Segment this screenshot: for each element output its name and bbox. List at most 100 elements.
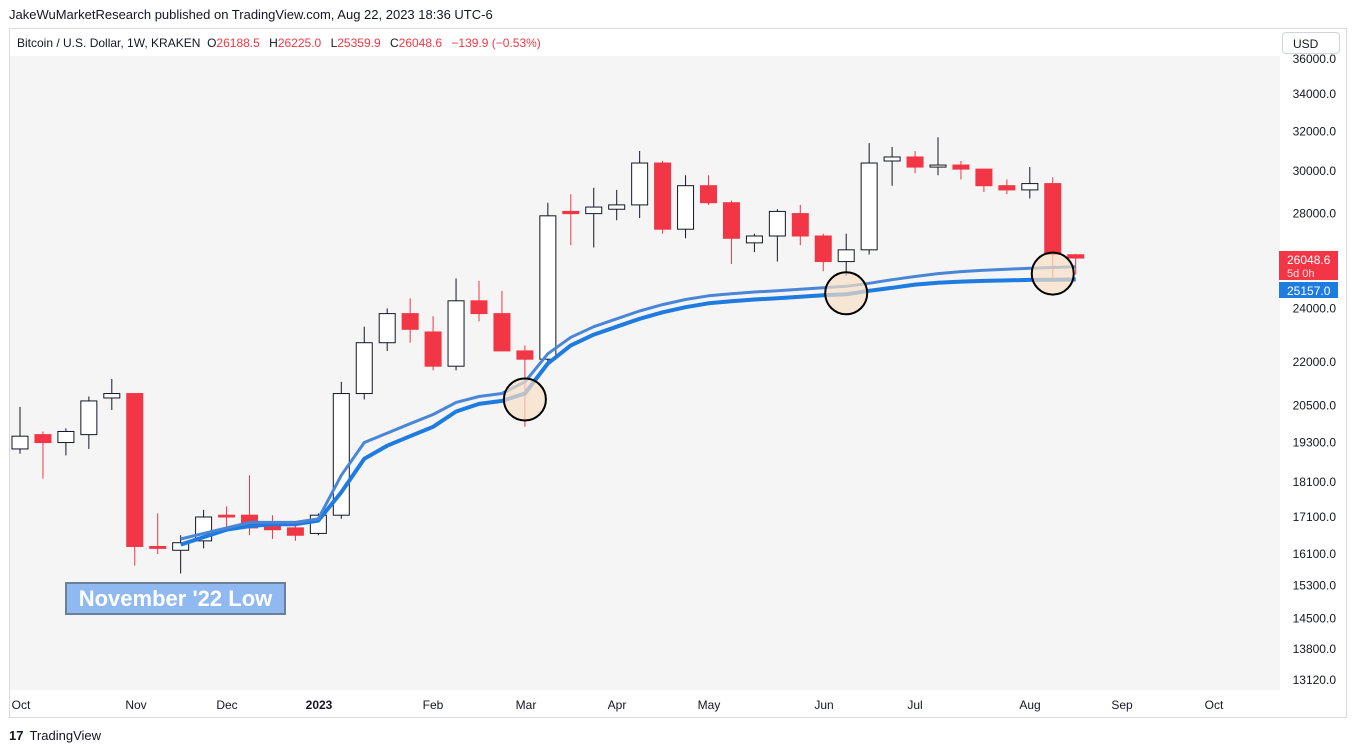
candle-body bbox=[791, 213, 809, 237]
y-tick-label: 17100.0 bbox=[1293, 510, 1337, 524]
change-value: −139.9 (−0.53%) bbox=[451, 36, 541, 50]
price-tags: 26048.6 5d 0h 25157.0 bbox=[1279, 251, 1338, 298]
x-tick-label: Apr bbox=[608, 698, 627, 712]
close-key: C bbox=[389, 36, 399, 50]
y-tick-label: 19300.0 bbox=[1293, 436, 1337, 450]
candle-body bbox=[883, 156, 901, 162]
y-tick-label: 14500.0 bbox=[1293, 611, 1337, 625]
candle-body bbox=[608, 204, 626, 210]
candle-body bbox=[286, 527, 304, 536]
y-tick-label: 13800.0 bbox=[1293, 642, 1337, 656]
candle-body bbox=[516, 350, 534, 360]
y-tick-label: 16100.0 bbox=[1293, 547, 1337, 561]
candle-body bbox=[218, 514, 236, 518]
candle-body bbox=[11, 435, 29, 450]
candle-body bbox=[149, 545, 167, 549]
y-tick-label: 22000.0 bbox=[1293, 355, 1337, 369]
x-axis: Oct Nov Dec 2023 Feb Mar Apr May Jun Jul Aug Sep Oct bbox=[12, 698, 1224, 712]
annotation-label: November '22 Low bbox=[65, 582, 286, 615]
candle-body bbox=[1021, 183, 1039, 191]
y-tick-label: 13120.0 bbox=[1293, 673, 1337, 687]
x-tick-label: Dec bbox=[216, 698, 237, 712]
candle-body bbox=[768, 210, 786, 237]
candle-body bbox=[998, 185, 1016, 191]
candle-body bbox=[929, 164, 947, 168]
open-value: 26188.5 bbox=[216, 36, 260, 50]
candle-body bbox=[700, 185, 717, 204]
low-value: 25359.9 bbox=[337, 36, 381, 50]
ma-price-tag bbox=[1279, 282, 1338, 298]
candle-body bbox=[103, 393, 121, 399]
highlight-circle bbox=[502, 377, 547, 422]
highlight-circle bbox=[1030, 251, 1075, 296]
candle-body bbox=[355, 342, 373, 395]
candle-body bbox=[952, 164, 970, 170]
candle-body bbox=[126, 393, 144, 547]
candle-body bbox=[34, 434, 52, 444]
highlight-circle bbox=[824, 271, 869, 316]
y-tick-label: 24000.0 bbox=[1293, 301, 1337, 315]
x-tick-label: Feb bbox=[423, 698, 444, 712]
candle-body bbox=[562, 210, 580, 215]
countdown-label: 5d 0h bbox=[1287, 268, 1315, 280]
high-key: H bbox=[269, 36, 278, 50]
publish-line: JakeWuMarketResearch published on Tradin… bbox=[9, 7, 493, 22]
candle-body bbox=[631, 162, 649, 206]
candles bbox=[11, 137, 1085, 574]
candle-body bbox=[677, 185, 695, 230]
symbol-title: Bitcoin / U.S. Dollar, 1W, KRAKEN bbox=[17, 36, 201, 50]
candle-body bbox=[975, 168, 993, 187]
y-tick-label: 28000.0 bbox=[1293, 207, 1337, 221]
candle-body bbox=[1067, 254, 1085, 259]
x-tick-label: Mar bbox=[516, 698, 537, 712]
brand-name: TradingView bbox=[29, 728, 102, 743]
x-tick-label: Aug bbox=[1019, 698, 1040, 712]
candle-body bbox=[906, 156, 924, 168]
ma-price-label: 25157.0 bbox=[1287, 284, 1331, 298]
currency-button[interactable]: USD bbox=[1282, 32, 1340, 54]
candle-body bbox=[57, 430, 75, 444]
y-axis: 36000.0 34000.0 32000.0 30000.0 28000.0 24000… bbox=[1293, 52, 1337, 687]
moving-averages bbox=[180, 265, 1076, 547]
candle-body bbox=[378, 313, 396, 344]
candle-body bbox=[447, 300, 465, 367]
x-tick-label: Jun bbox=[814, 698, 833, 712]
x-tick-label: Nov bbox=[125, 698, 146, 712]
high-value: 26225.0 bbox=[277, 36, 322, 50]
candle-body bbox=[745, 235, 763, 244]
candle-body bbox=[80, 400, 98, 436]
candle-body bbox=[493, 313, 511, 352]
last-price-label: 26048.6 bbox=[1287, 253, 1331, 267]
x-tick-label: Jul bbox=[907, 698, 922, 712]
ma-fast-line bbox=[180, 265, 1076, 541]
tradingview-logo-icon: 17 bbox=[9, 728, 24, 743]
open-key: O bbox=[207, 36, 217, 50]
ma-slow-line bbox=[180, 277, 1076, 547]
y-tick-label: 15300.0 bbox=[1293, 578, 1337, 592]
last-price-tag bbox=[1279, 251, 1338, 280]
y-tick-label: 20500.0 bbox=[1293, 398, 1337, 412]
candle-body bbox=[1044, 183, 1062, 255]
candle-body bbox=[539, 215, 557, 360]
candle-body bbox=[654, 162, 672, 230]
candle-body bbox=[837, 249, 855, 263]
candle-body bbox=[470, 300, 488, 315]
low-key: L bbox=[330, 36, 338, 50]
candle-body bbox=[585, 206, 603, 215]
x-tick-label: Oct bbox=[1205, 698, 1224, 712]
x-tick-label: Oct bbox=[12, 698, 31, 712]
candle-body bbox=[722, 202, 740, 239]
candle-body bbox=[401, 313, 419, 330]
footer: 17 TradingView bbox=[9, 728, 101, 743]
chart-legend: Bitcoin / U.S. Dollar, 1W, KRAKEN O26188… bbox=[17, 36, 547, 50]
close-value: 26048.6 bbox=[398, 36, 443, 50]
y-tick-label: 30000.0 bbox=[1293, 164, 1337, 178]
y-tick-label: 34000.0 bbox=[1293, 87, 1337, 101]
x-tick-label: Sep bbox=[1111, 698, 1133, 712]
y-tick-label: 36000.0 bbox=[1293, 52, 1337, 66]
y-tick-label: 32000.0 bbox=[1293, 124, 1337, 138]
candle-body bbox=[424, 331, 442, 367]
x-tick-label: May bbox=[698, 698, 721, 712]
highlight-circles bbox=[502, 251, 1075, 422]
